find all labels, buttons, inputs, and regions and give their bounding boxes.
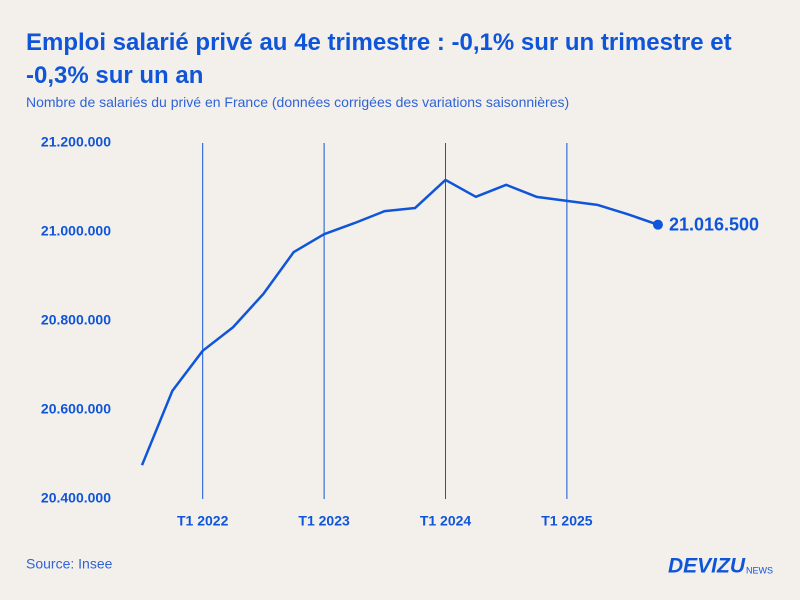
end-point <box>652 219 663 230</box>
x-tick-label: T1 2022 <box>177 513 229 529</box>
source: Source: Insee <box>26 556 113 572</box>
brand: DEVIZU <box>668 555 746 578</box>
value-label: 21.016.500 <box>669 214 759 234</box>
brand-suffix: NEWS <box>746 565 773 575</box>
y-tick-label: 20.400.000 <box>41 490 111 506</box>
line <box>140 178 659 466</box>
y-tick-label: 21.200.000 <box>41 134 111 150</box>
y-tick-label: 20.800.000 <box>41 312 111 328</box>
y-tick-label: 21.000.000 <box>41 223 111 239</box>
x-tick-label: T1 2023 <box>298 513 350 529</box>
chart-title: Emploi salarié privé au 4e trimestre : -… <box>26 29 732 89</box>
chart-subtitle: Nombre de salariés du privé en France (d… <box>26 94 570 110</box>
y-tick-label: 20.600.000 <box>41 401 111 417</box>
x-tick-label: T1 2024 <box>420 513 472 529</box>
x-tick-label: T1 2025 <box>541 513 593 529</box>
